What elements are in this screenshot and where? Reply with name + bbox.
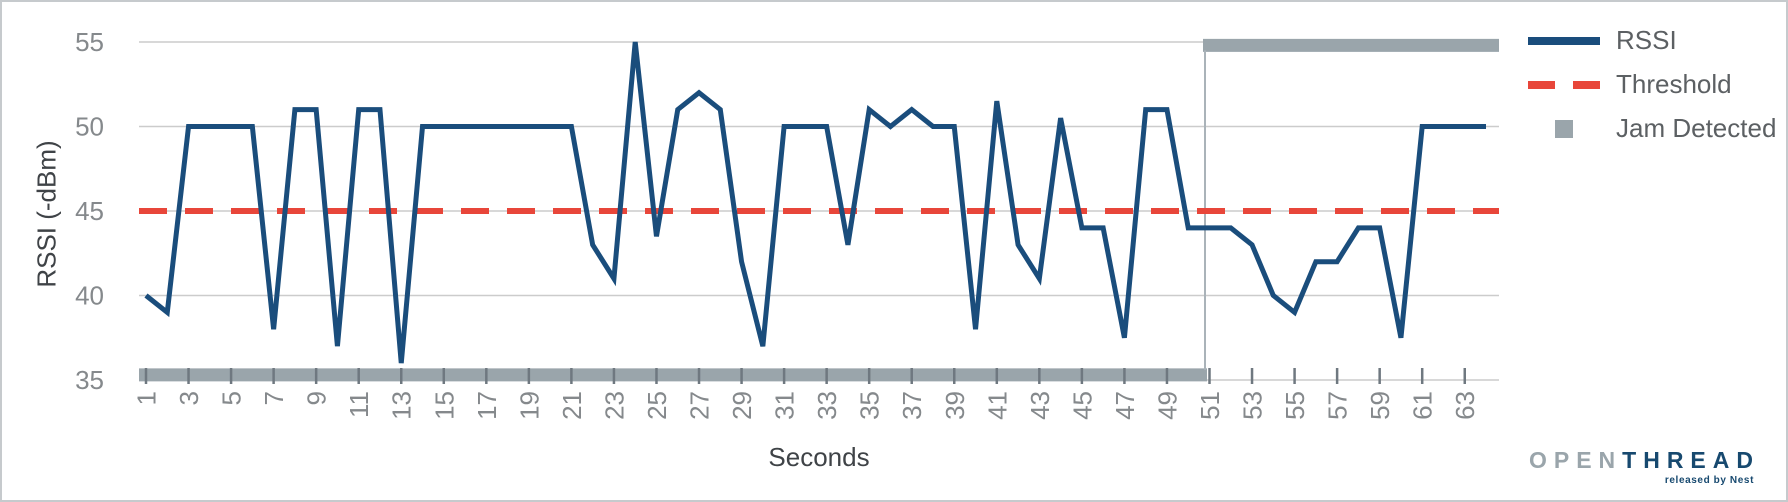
y-tick-label: 45 <box>75 196 104 226</box>
legend-item-threshold: Threshold <box>1528 69 1776 99</box>
x-tick-label: 57 <box>1323 391 1353 420</box>
y-axis-title: RSSI (-dBm) <box>31 140 62 288</box>
y-tick-label: 40 <box>75 281 104 311</box>
x-tick-label: 25 <box>642 391 672 420</box>
legend-label-threshold: Threshold <box>1616 69 1732 99</box>
jam-square-swatch <box>1555 119 1573 138</box>
rssi-swatch-box <box>1528 36 1600 45</box>
x-tick-label: 39 <box>940 391 970 420</box>
x-tick-label: 59 <box>1365 391 1395 420</box>
logo-open-text: OPEN <box>1528 447 1623 473</box>
x-tick-label: 27 <box>685 391 715 420</box>
y-tick-label: 35 <box>75 365 104 395</box>
legend-label-jam-detected: Jam Detected <box>1616 113 1777 143</box>
x-tick-label: 41 <box>982 391 1012 420</box>
x-tick-label: 21 <box>557 391 587 420</box>
x-tick-label: 29 <box>727 391 757 420</box>
x-tick-label: 37 <box>897 391 927 420</box>
legend: RSSI Threshold Jam Detected <box>1528 25 1777 143</box>
x-tick-label: 7 <box>259 391 289 405</box>
rssi-line-swatch <box>1528 36 1600 45</box>
threshold-swatch-box <box>1528 80 1600 89</box>
x-tick-label: 61 <box>1408 391 1438 420</box>
logo-thread-text: THREAD <box>1622 447 1760 473</box>
x-tick-label: 5 <box>217 391 247 405</box>
x-tick-label: 47 <box>1110 391 1140 420</box>
openthread-logo: OPENTHREAD released by Nest <box>1529 449 1760 487</box>
x-tick-label: 11 <box>344 391 374 418</box>
x-tick-label: 55 <box>1280 391 1310 420</box>
x-tick-label: 45 <box>1067 391 1097 420</box>
x-tick-label: 43 <box>1025 391 1055 420</box>
y-tick-label: 55 <box>75 27 104 57</box>
x-tick-label: 17 <box>472 391 502 420</box>
x-tick-label: 23 <box>599 391 629 420</box>
openthread-logo-wordmark: OPENTHREAD <box>1529 449 1760 472</box>
logo-tagline: released by Nest <box>1664 475 1754 486</box>
y-tick-label: 50 <box>75 112 104 142</box>
x-tick-label: 31 <box>770 391 800 420</box>
jam-swatch-box <box>1528 119 1600 138</box>
x-tick-label: 53 <box>1238 391 1268 420</box>
x-tick-label: 51 <box>1195 391 1225 420</box>
legend-item-rssi: RSSI <box>1528 25 1776 55</box>
x-tick-label: 13 <box>387 391 417 420</box>
x-tick-label: 3 <box>174 391 204 405</box>
x-tick-label: 9 <box>302 391 332 405</box>
legend-label-rssi: RSSI <box>1616 25 1677 55</box>
threshold-dashed-swatch <box>1528 80 1600 89</box>
legend-item-jam-detected: Jam Detected <box>1528 113 1777 143</box>
x-tick-label: 1 <box>132 391 162 405</box>
x-tick-label: 63 <box>1450 391 1480 420</box>
x-tick-label: 33 <box>812 391 842 420</box>
x-tick-label: 19 <box>514 391 544 420</box>
x-tick-label: 49 <box>1152 391 1182 420</box>
x-axis-title: Seconds <box>768 442 870 472</box>
x-tick-label: 15 <box>429 391 459 420</box>
x-tick-label: 35 <box>855 391 885 420</box>
rssi-line <box>144 41 1487 364</box>
